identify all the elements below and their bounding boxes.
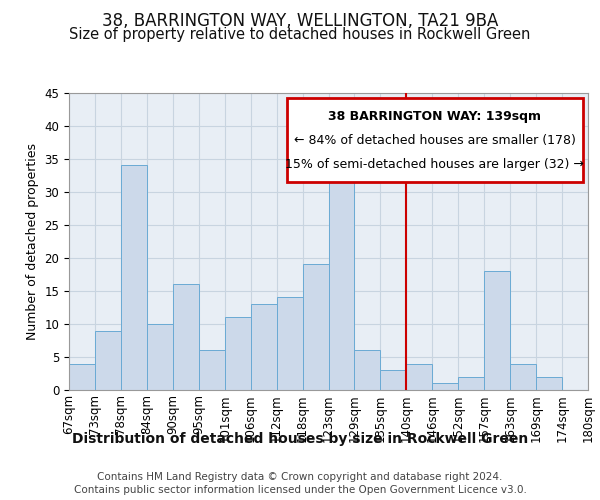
Bar	[406, 364, 432, 390]
Bar	[147, 324, 173, 390]
Bar	[199, 350, 224, 390]
Text: Contains HM Land Registry data © Crown copyright and database right 2024.: Contains HM Land Registry data © Crown c…	[97, 472, 503, 482]
Bar	[302, 264, 329, 390]
FancyBboxPatch shape	[287, 98, 583, 182]
Bar	[225, 318, 251, 390]
Bar	[277, 298, 302, 390]
Text: 38, BARRINGTON WAY, WELLINGTON, TA21 9BA: 38, BARRINGTON WAY, WELLINGTON, TA21 9BA	[102, 12, 498, 30]
Bar	[251, 304, 277, 390]
Text: ← 84% of detached houses are smaller (178): ← 84% of detached houses are smaller (17…	[294, 134, 576, 147]
Bar	[536, 377, 562, 390]
Bar	[433, 384, 458, 390]
Y-axis label: Number of detached properties: Number of detached properties	[26, 143, 39, 340]
Text: Size of property relative to detached houses in Rockwell Green: Size of property relative to detached ho…	[70, 28, 530, 42]
Text: 15% of semi-detached houses are larger (32) →: 15% of semi-detached houses are larger (…	[286, 158, 584, 171]
Bar	[121, 165, 147, 390]
Text: Contains public sector information licensed under the Open Government Licence v3: Contains public sector information licen…	[74, 485, 526, 495]
Bar	[95, 330, 121, 390]
Bar	[329, 158, 355, 390]
Text: Distribution of detached houses by size in Rockwell Green: Distribution of detached houses by size …	[72, 432, 528, 446]
Bar	[510, 364, 536, 390]
Bar	[69, 364, 95, 390]
Bar	[355, 350, 380, 390]
Text: 38 BARRINGTON WAY: 139sqm: 38 BARRINGTON WAY: 139sqm	[328, 110, 541, 124]
Bar	[380, 370, 406, 390]
Bar	[484, 271, 510, 390]
Bar	[458, 377, 484, 390]
Bar	[173, 284, 199, 390]
